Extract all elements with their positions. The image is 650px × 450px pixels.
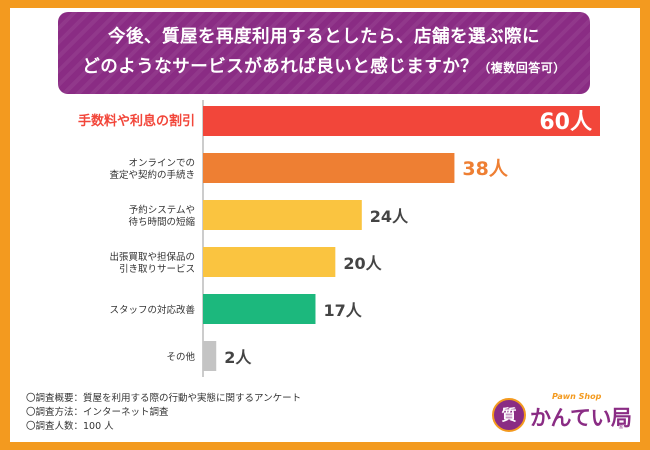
category-label-line: 予約システムや	[129, 204, 195, 216]
value-label: 38人	[462, 158, 508, 180]
title-line-2-text: どのようなサービスがあれば良いと感じますか？	[82, 57, 479, 77]
category-label-line: 手数料や利息の割引	[78, 113, 195, 129]
logo-name: かんてい局	[530, 406, 632, 430]
brand-logo: 質 Pawn Shop かんてい局 ®	[490, 392, 632, 436]
footnote-survey-count: 〇調査人数：100 人	[26, 421, 114, 432]
category-label-line: 査定や契約の手続き	[109, 169, 195, 181]
bar	[203, 200, 362, 230]
category-label: 手数料や利息の割引	[78, 113, 195, 129]
title-banner: 今後、質屋を再度利用するとしたら、店舗を選ぶ際に どのようなサービスがあれば良い…	[58, 12, 590, 94]
value-label: 17人	[323, 301, 362, 320]
bar	[203, 294, 316, 324]
value-label: 24人	[370, 207, 409, 226]
bar	[203, 106, 600, 136]
category-label: その他	[166, 351, 195, 363]
category-label: オンラインでの査定や契約の手続き	[109, 158, 195, 181]
title-line-1: 今後、質屋を再度利用するとしたら、店舗を選ぶ際に	[108, 27, 540, 47]
category-label: 出張買取や担保品の引き取りサービス	[109, 251, 195, 275]
footnotes: 〇調査概要：質屋を利用する際の行動や実態に関するアンケート 〇調査方法：インター…	[26, 392, 301, 434]
footnote-survey-summary: 〇調査概要：質屋を利用する際の行動や実態に関するアンケート	[26, 393, 302, 404]
category-label-line: 出張買取や担保品の	[109, 251, 195, 263]
title-note: （複数回答可）	[478, 61, 566, 75]
logo-tagline: Pawn Shop	[552, 392, 602, 401]
bar	[203, 341, 217, 371]
category-label-line: 待ち時間の短縮	[128, 216, 195, 228]
bar	[203, 153, 455, 183]
bar	[203, 247, 336, 277]
logo-registered-mark: ®	[618, 424, 624, 431]
category-label: スタッフの対応改善	[109, 304, 195, 316]
category-label: 予約システムや待ち時間の短縮	[128, 204, 195, 228]
category-label-line: 引き取りサービス	[119, 264, 195, 275]
value-label: 60人	[539, 110, 592, 135]
content-card: 今後、質屋を再度利用するとしたら、店舗を選ぶ際に どのようなサービスがあれば良い…	[10, 8, 640, 442]
value-label: 20人	[343, 254, 382, 273]
category-label-line: スタッフの対応改善	[109, 304, 195, 316]
category-label-line: その他	[166, 351, 195, 363]
category-label-line: オンラインでの	[128, 158, 195, 169]
title-line-2: どのようなサービスがあれば良いと感じますか？（複数回答可）	[58, 52, 590, 83]
value-label: 2人	[224, 348, 252, 367]
footnote-survey-method: 〇調査方法：インターネット調査	[26, 407, 169, 418]
pawn-emblem-icon: 質	[492, 398, 526, 432]
